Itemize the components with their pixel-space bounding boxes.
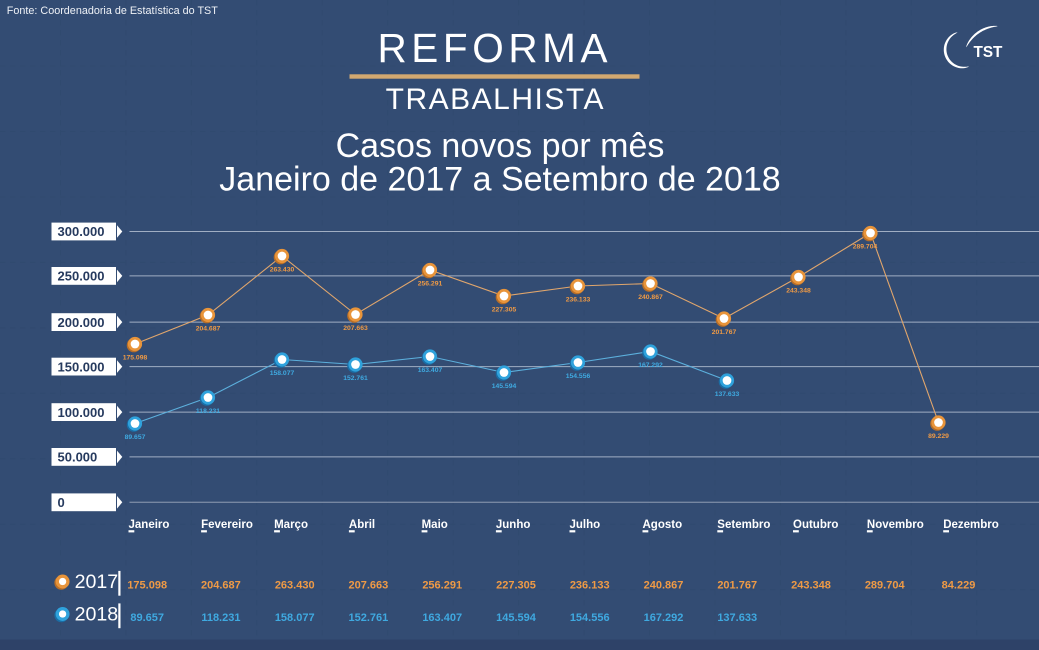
- svg-text:175.098: 175.098: [127, 579, 167, 591]
- svg-text:201.767: 201.767: [717, 579, 757, 591]
- svg-text:REFORMA: REFORMA: [377, 25, 612, 71]
- svg-text:Janeiro de 2017 a Setembro de: Janeiro de 2017 a Setembro de 2018: [219, 161, 780, 199]
- svg-text:Janeiro: Janeiro: [129, 519, 170, 531]
- svg-text:256.291: 256.291: [422, 579, 462, 591]
- svg-text:204.687: 204.687: [196, 325, 221, 332]
- svg-text:Julho: Julho: [570, 519, 601, 531]
- svg-text:137.633: 137.633: [717, 612, 757, 624]
- svg-text:2018: 2018: [75, 603, 119, 625]
- svg-text:175.098: 175.098: [123, 354, 148, 361]
- svg-text:167.292: 167.292: [644, 612, 684, 624]
- svg-text:204.687: 204.687: [201, 579, 241, 591]
- svg-text:84.229: 84.229: [942, 579, 976, 591]
- svg-text:145.594: 145.594: [492, 383, 517, 390]
- svg-text:Dezembro: Dezembro: [943, 519, 999, 531]
- svg-text:152.761: 152.761: [349, 612, 389, 624]
- svg-text:100.000: 100.000: [58, 405, 105, 420]
- svg-text:89.229: 89.229: [928, 433, 949, 440]
- svg-text:207.663: 207.663: [349, 579, 389, 591]
- svg-text:250.000: 250.000: [58, 269, 105, 284]
- svg-text:Abril: Abril: [349, 519, 375, 531]
- svg-text:137.633: 137.633: [715, 391, 740, 398]
- svg-text:118.231: 118.231: [196, 408, 220, 415]
- svg-text:Setembro: Setembro: [717, 519, 770, 531]
- svg-text:227.305: 227.305: [496, 579, 536, 591]
- svg-text:50.000: 50.000: [58, 450, 98, 465]
- svg-text:236.133: 236.133: [570, 579, 610, 591]
- svg-text:240.867: 240.867: [644, 579, 684, 591]
- svg-text:154.556: 154.556: [570, 612, 610, 624]
- svg-text:256.291: 256.291: [418, 280, 443, 287]
- svg-text:243.348: 243.348: [786, 287, 811, 294]
- svg-text:Novembro: Novembro: [867, 519, 924, 531]
- svg-text:263.430: 263.430: [275, 579, 315, 591]
- svg-text:300.000: 300.000: [58, 224, 105, 239]
- svg-text:152.761: 152.761: [343, 375, 368, 382]
- svg-text:154.556: 154.556: [566, 373, 591, 380]
- svg-text:263.430: 263.430: [270, 266, 295, 273]
- svg-text:240.867: 240.867: [638, 294, 663, 301]
- svg-text:150.000: 150.000: [58, 359, 105, 374]
- svg-text:207.663: 207.663: [343, 325, 368, 332]
- svg-text:289.704: 289.704: [853, 243, 878, 250]
- svg-text:227.305: 227.305: [492, 306, 517, 313]
- svg-text:158.077: 158.077: [275, 612, 315, 624]
- svg-text:118.231: 118.231: [201, 612, 240, 624]
- svg-text:145.594: 145.594: [496, 612, 537, 624]
- svg-text:Outubro: Outubro: [793, 519, 838, 531]
- svg-text:163.407: 163.407: [418, 367, 443, 374]
- svg-text:0: 0: [58, 495, 65, 510]
- svg-text:TST: TST: [974, 44, 1004, 61]
- svg-text:Casos novos por mês: Casos novos por mês: [336, 127, 665, 165]
- svg-text:163.407: 163.407: [422, 612, 462, 624]
- svg-text:Março: Março: [274, 519, 308, 531]
- svg-text:Fonte: Coordenadoria de Estatí: Fonte: Coordenadoria de Estatística do T…: [7, 5, 218, 17]
- svg-text:Fevereiro: Fevereiro: [201, 519, 253, 531]
- svg-text:Maio: Maio: [422, 519, 448, 531]
- svg-text:158.077: 158.077: [270, 370, 295, 377]
- svg-text:TRABALHISTA: TRABALHISTA: [386, 83, 605, 116]
- svg-text:236.133: 236.133: [566, 296, 591, 303]
- svg-text:89.657: 89.657: [125, 434, 146, 441]
- svg-text:2017: 2017: [75, 571, 119, 593]
- svg-text:89.657: 89.657: [130, 612, 164, 624]
- svg-text:Agosto: Agosto: [643, 519, 683, 531]
- svg-text:243.348: 243.348: [791, 579, 831, 591]
- svg-text:167.292: 167.292: [638, 362, 663, 369]
- svg-text:201.767: 201.767: [712, 329, 737, 336]
- svg-text:200.000: 200.000: [58, 315, 105, 330]
- svg-text:Junho: Junho: [496, 519, 531, 531]
- svg-text:289.704: 289.704: [865, 579, 906, 591]
